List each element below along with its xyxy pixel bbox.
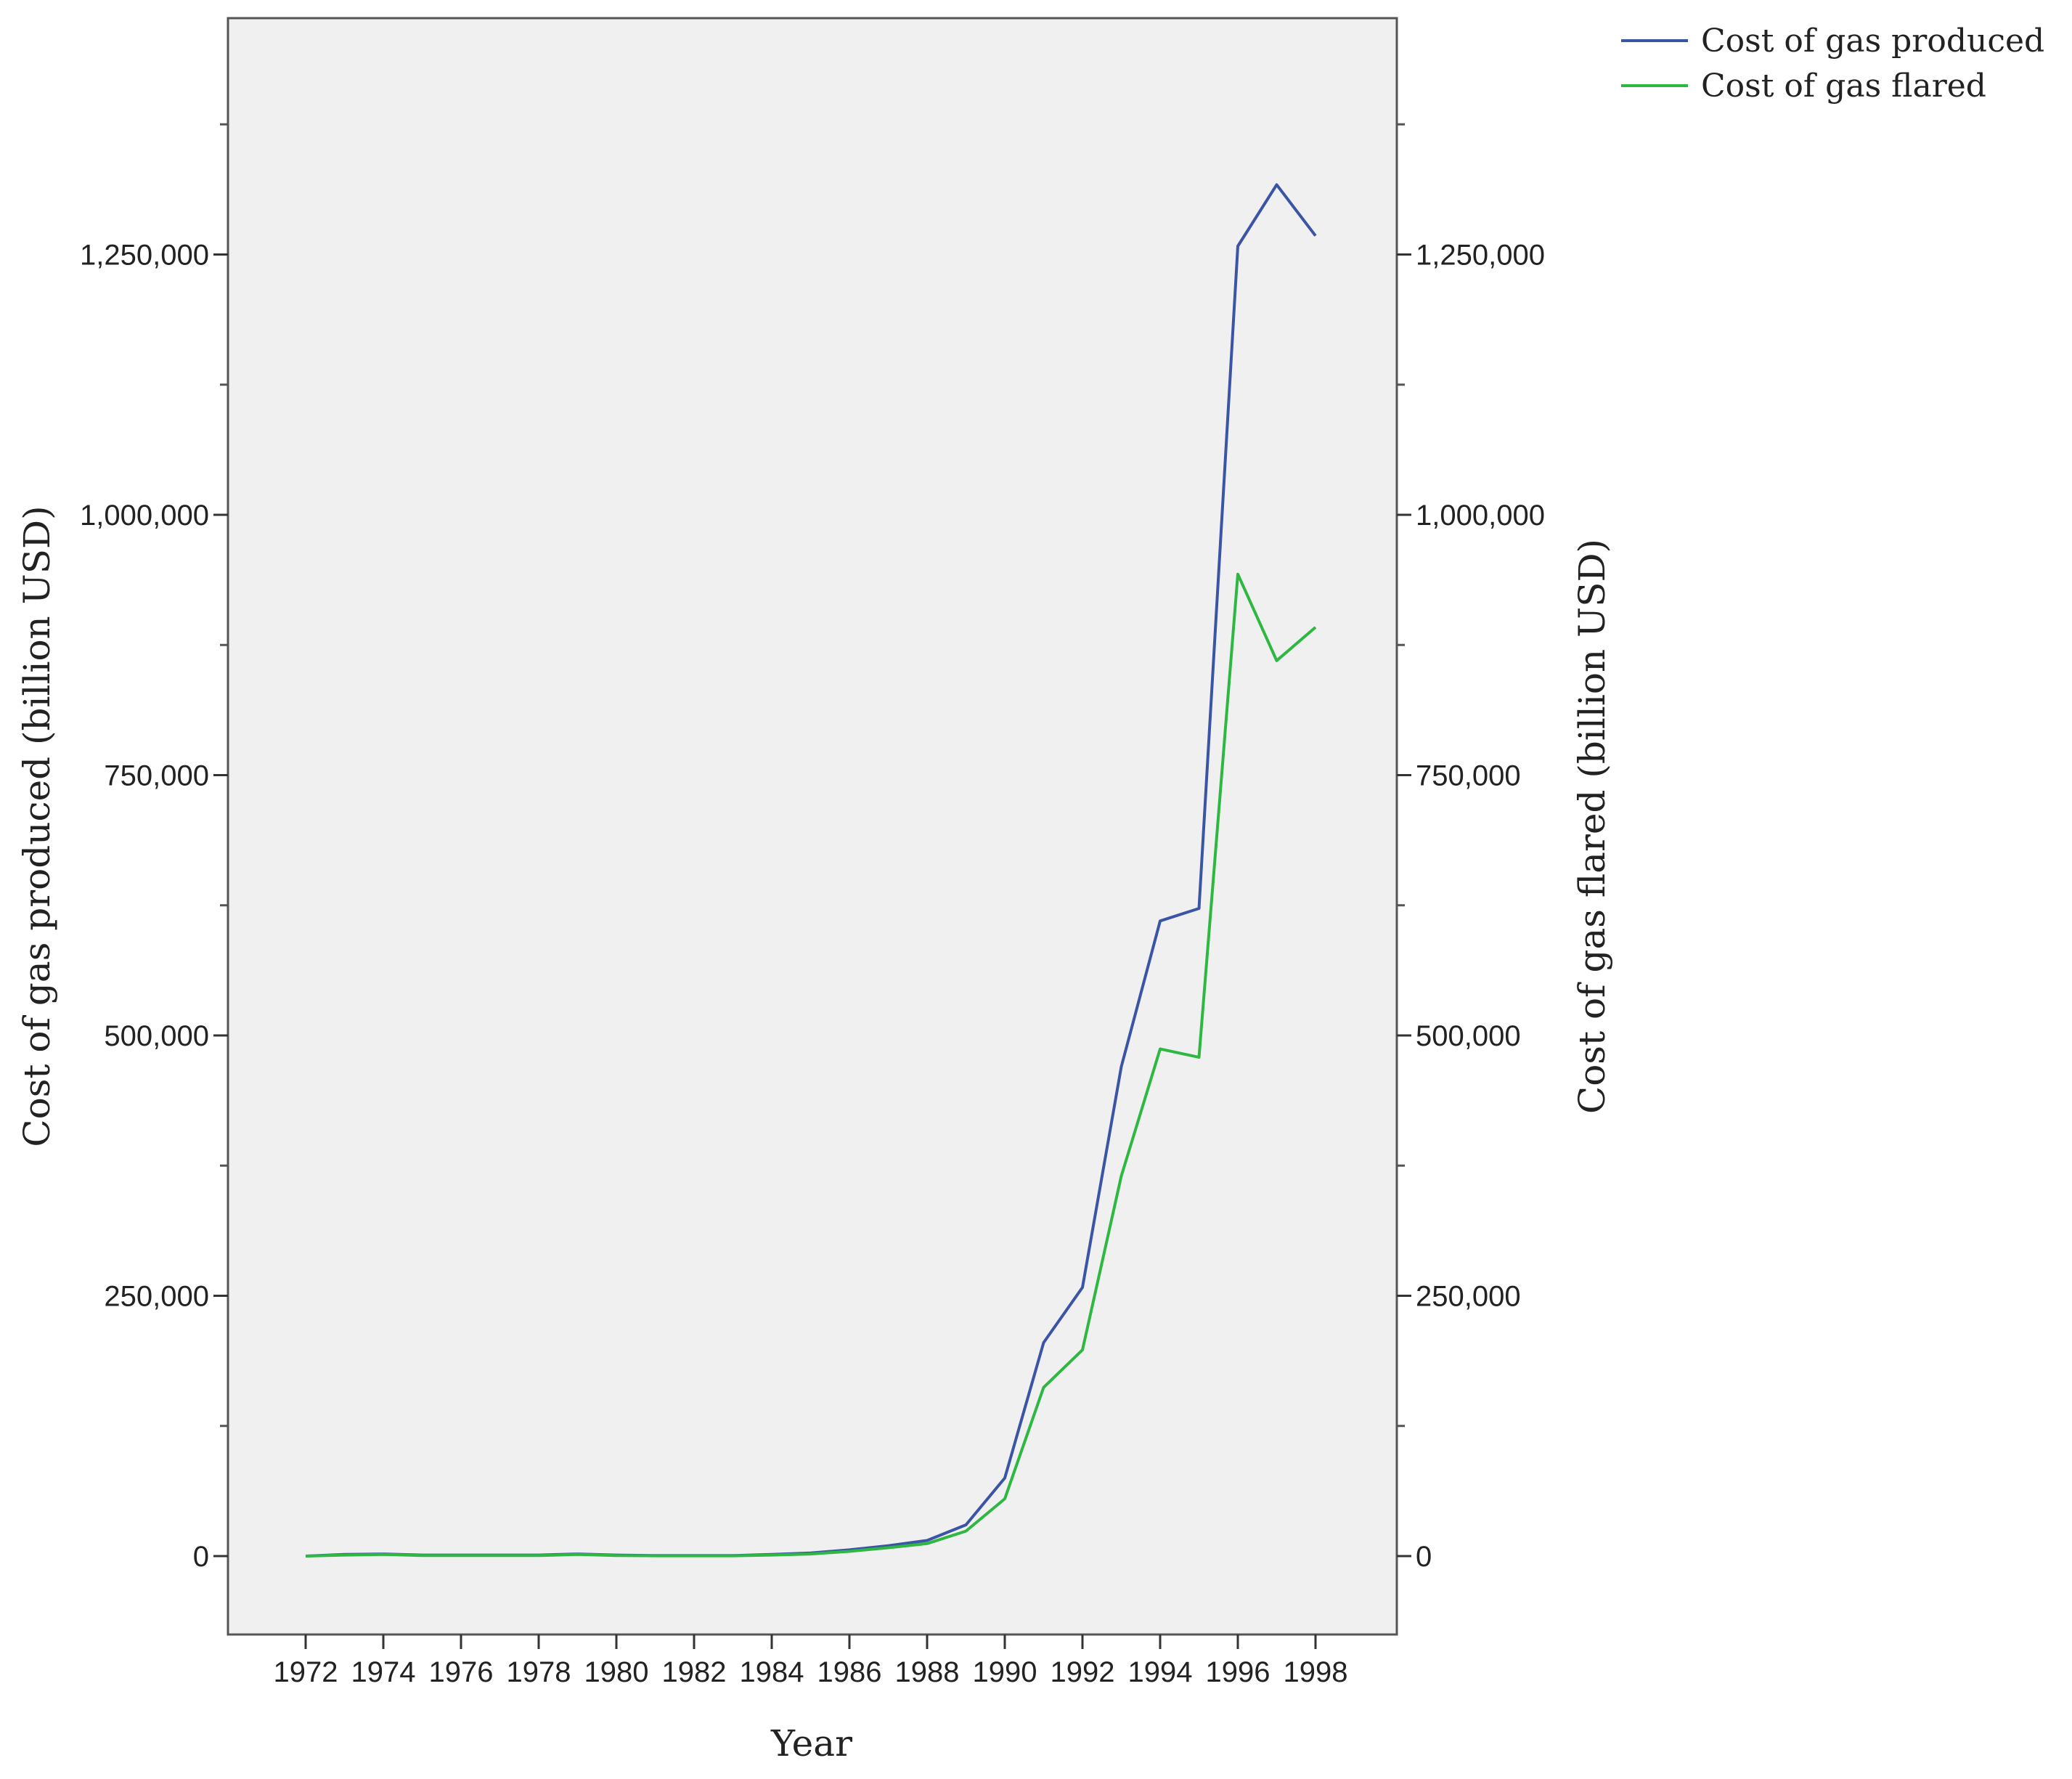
plot-area bbox=[227, 17, 1398, 1636]
left-y-axis: 0 250,000 500,000 750,000 1,000,000 1,250,000 bbox=[80, 123, 228, 1573]
left-y-tick-label: 750,000 bbox=[104, 760, 209, 792]
series-group bbox=[305, 183, 1317, 1558]
right-y-axis-title: Cost of gas flared (billion USD) bbox=[1571, 539, 1613, 1114]
legend: Cost of gas produced Cost of gas flared bbox=[1621, 23, 2044, 105]
x-tick-label: 1996 bbox=[1206, 1656, 1270, 1688]
x-tick-label: 1986 bbox=[817, 1656, 882, 1688]
series-line-gas-flared bbox=[305, 572, 1317, 1558]
x-tick-label: 1988 bbox=[895, 1656, 960, 1688]
x-tick-label: 1998 bbox=[1284, 1656, 1348, 1688]
left-y-axis-title: Cost of gas produced (billion USD) bbox=[16, 505, 58, 1147]
right-y-tick-label: 500,000 bbox=[1416, 1020, 1521, 1052]
left-y-tick-label: 0 bbox=[193, 1541, 209, 1573]
left-y-tick-label: 500,000 bbox=[104, 1020, 209, 1052]
x-tick-label: 1978 bbox=[507, 1656, 571, 1688]
x-tick-label: 1994 bbox=[1128, 1656, 1193, 1688]
right-y-tick-label: 250,000 bbox=[1416, 1281, 1521, 1313]
x-tick-label: 1976 bbox=[429, 1656, 494, 1688]
x-tick-label: 1972 bbox=[274, 1656, 338, 1688]
x-tick-label: 1992 bbox=[1051, 1656, 1115, 1688]
right-y-axis: 0 250,000 500,000 750,000 1,000,000 1,250,000 bbox=[1397, 123, 1545, 1573]
right-y-tick-label: 0 bbox=[1416, 1541, 1432, 1573]
right-y-tick-label: 750,000 bbox=[1416, 760, 1521, 792]
legend-label-flared: Cost of gas flared bbox=[1701, 68, 1986, 105]
x-tick-label: 1982 bbox=[662, 1656, 727, 1688]
x-axis-title: Year bbox=[770, 1722, 852, 1764]
x-axis: 1972 1974 1976 1978 1980 1982 1984 1986 1988 1990… bbox=[274, 1635, 1348, 1688]
x-tick-label: 1984 bbox=[740, 1656, 804, 1688]
left-y-tick-label: 1,250,000 bbox=[80, 240, 209, 272]
right-y-tick-label: 1,000,000 bbox=[1416, 500, 1545, 532]
x-tick-label: 1990 bbox=[973, 1656, 1037, 1688]
left-y-tick-label: 1,000,000 bbox=[80, 500, 209, 532]
x-tick-label: 1980 bbox=[584, 1656, 649, 1688]
right-y-tick-label: 1,250,000 bbox=[1416, 240, 1545, 272]
x-tick-label: 1974 bbox=[351, 1656, 416, 1688]
left-y-tick-label: 250,000 bbox=[104, 1281, 209, 1313]
legend-label-produced: Cost of gas produced bbox=[1701, 23, 2044, 60]
